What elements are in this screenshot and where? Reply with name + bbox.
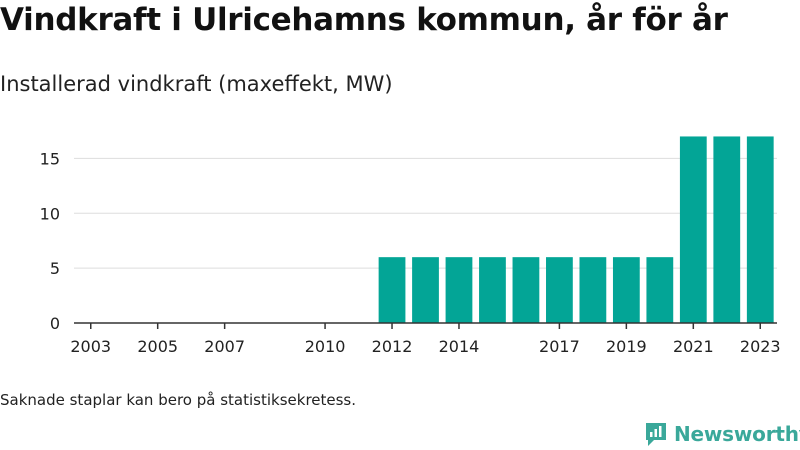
y-tick-label: 0 — [50, 314, 60, 333]
x-tick-label: 2023 — [740, 337, 781, 356]
x-tick-label: 2012 — [372, 337, 413, 356]
newsworthy-logo-icon — [646, 423, 666, 446]
x-tick-label: 2003 — [70, 337, 111, 356]
y-tick-label: 10 — [40, 204, 60, 223]
bar-2019 — [612, 257, 640, 323]
bar-2018 — [579, 257, 607, 323]
bar-2023 — [746, 136, 774, 323]
x-tick-label: 2021 — [673, 337, 714, 356]
bar-chart: 0 5 10 15 2003 2005 2007 2010 2012 2014 2017 2019 20… — [40, 136, 781, 356]
x-tick-label: 2019 — [606, 337, 647, 356]
brand-name: Newsworthy — [674, 422, 800, 446]
y-tick-label: 5 — [50, 259, 60, 278]
brand-logo[interactable]: Newsworthy — [644, 420, 800, 448]
y-tick-label: 15 — [40, 149, 60, 168]
chart-subtitle: Installerad vindkraft (maxeffekt, MW) — [0, 72, 393, 96]
x-tick-label: 2005 — [137, 337, 178, 356]
bar-2012 — [378, 257, 406, 323]
chart-title: Vindkraft i Ulricehamns kommun, år för å… — [0, 2, 728, 38]
footnote: Saknade staplar kan bero på statistiksek… — [0, 391, 357, 409]
bar-2022 — [713, 136, 741, 323]
x-tick-label: 2014 — [439, 337, 480, 356]
bar-2020 — [646, 257, 674, 323]
bar-2017 — [546, 257, 573, 323]
x-tick-label: 2010 — [305, 337, 346, 356]
bar-2016 — [512, 257, 540, 323]
bar-2015 — [479, 257, 506, 323]
bar-2013 — [412, 257, 439, 323]
x-tick-label: 2017 — [539, 337, 580, 356]
bar-2014 — [445, 257, 473, 323]
x-tick-label: 2007 — [204, 337, 245, 356]
bar-2021 — [679, 136, 707, 323]
